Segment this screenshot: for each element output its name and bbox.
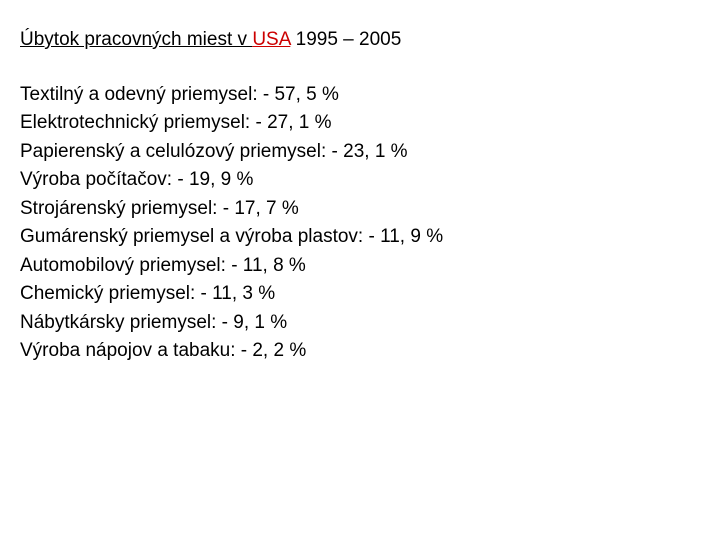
- list-item: Gumárenský priemysel a výroba plastov: -…: [20, 223, 700, 252]
- industry-list: Textilný a odevný priemysel: - 57, 5 % E…: [20, 81, 700, 366]
- list-item: Výroba počítačov: - 19, 9 %: [20, 166, 700, 195]
- list-item: Automobilový priemysel: - 11, 8 %: [20, 252, 700, 281]
- title-suffix: 1995 – 2005: [290, 29, 401, 50]
- list-item: Textilný a odevný priemysel: - 57, 5 %: [20, 81, 700, 110]
- list-item: Chemický priemysel: - 11, 3 %: [20, 280, 700, 309]
- title-usa: USA: [252, 29, 290, 50]
- list-item: Výroba nápojov a tabaku: - 2, 2 %: [20, 337, 700, 366]
- page-title: Úbytok pracovných miest v USA 1995 – 200…: [20, 28, 700, 53]
- title-prefix: Úbytok pracovných miest v: [20, 29, 252, 50]
- list-item: Nábytkársky priemysel: - 9, 1 %: [20, 309, 700, 338]
- list-item: Papierenský a celulózový priemysel: - 23…: [20, 138, 700, 167]
- list-item: Elektrotechnický priemysel: - 27, 1 %: [20, 109, 700, 138]
- list-item: Strojárenský priemysel: - 17, 7 %: [20, 195, 700, 224]
